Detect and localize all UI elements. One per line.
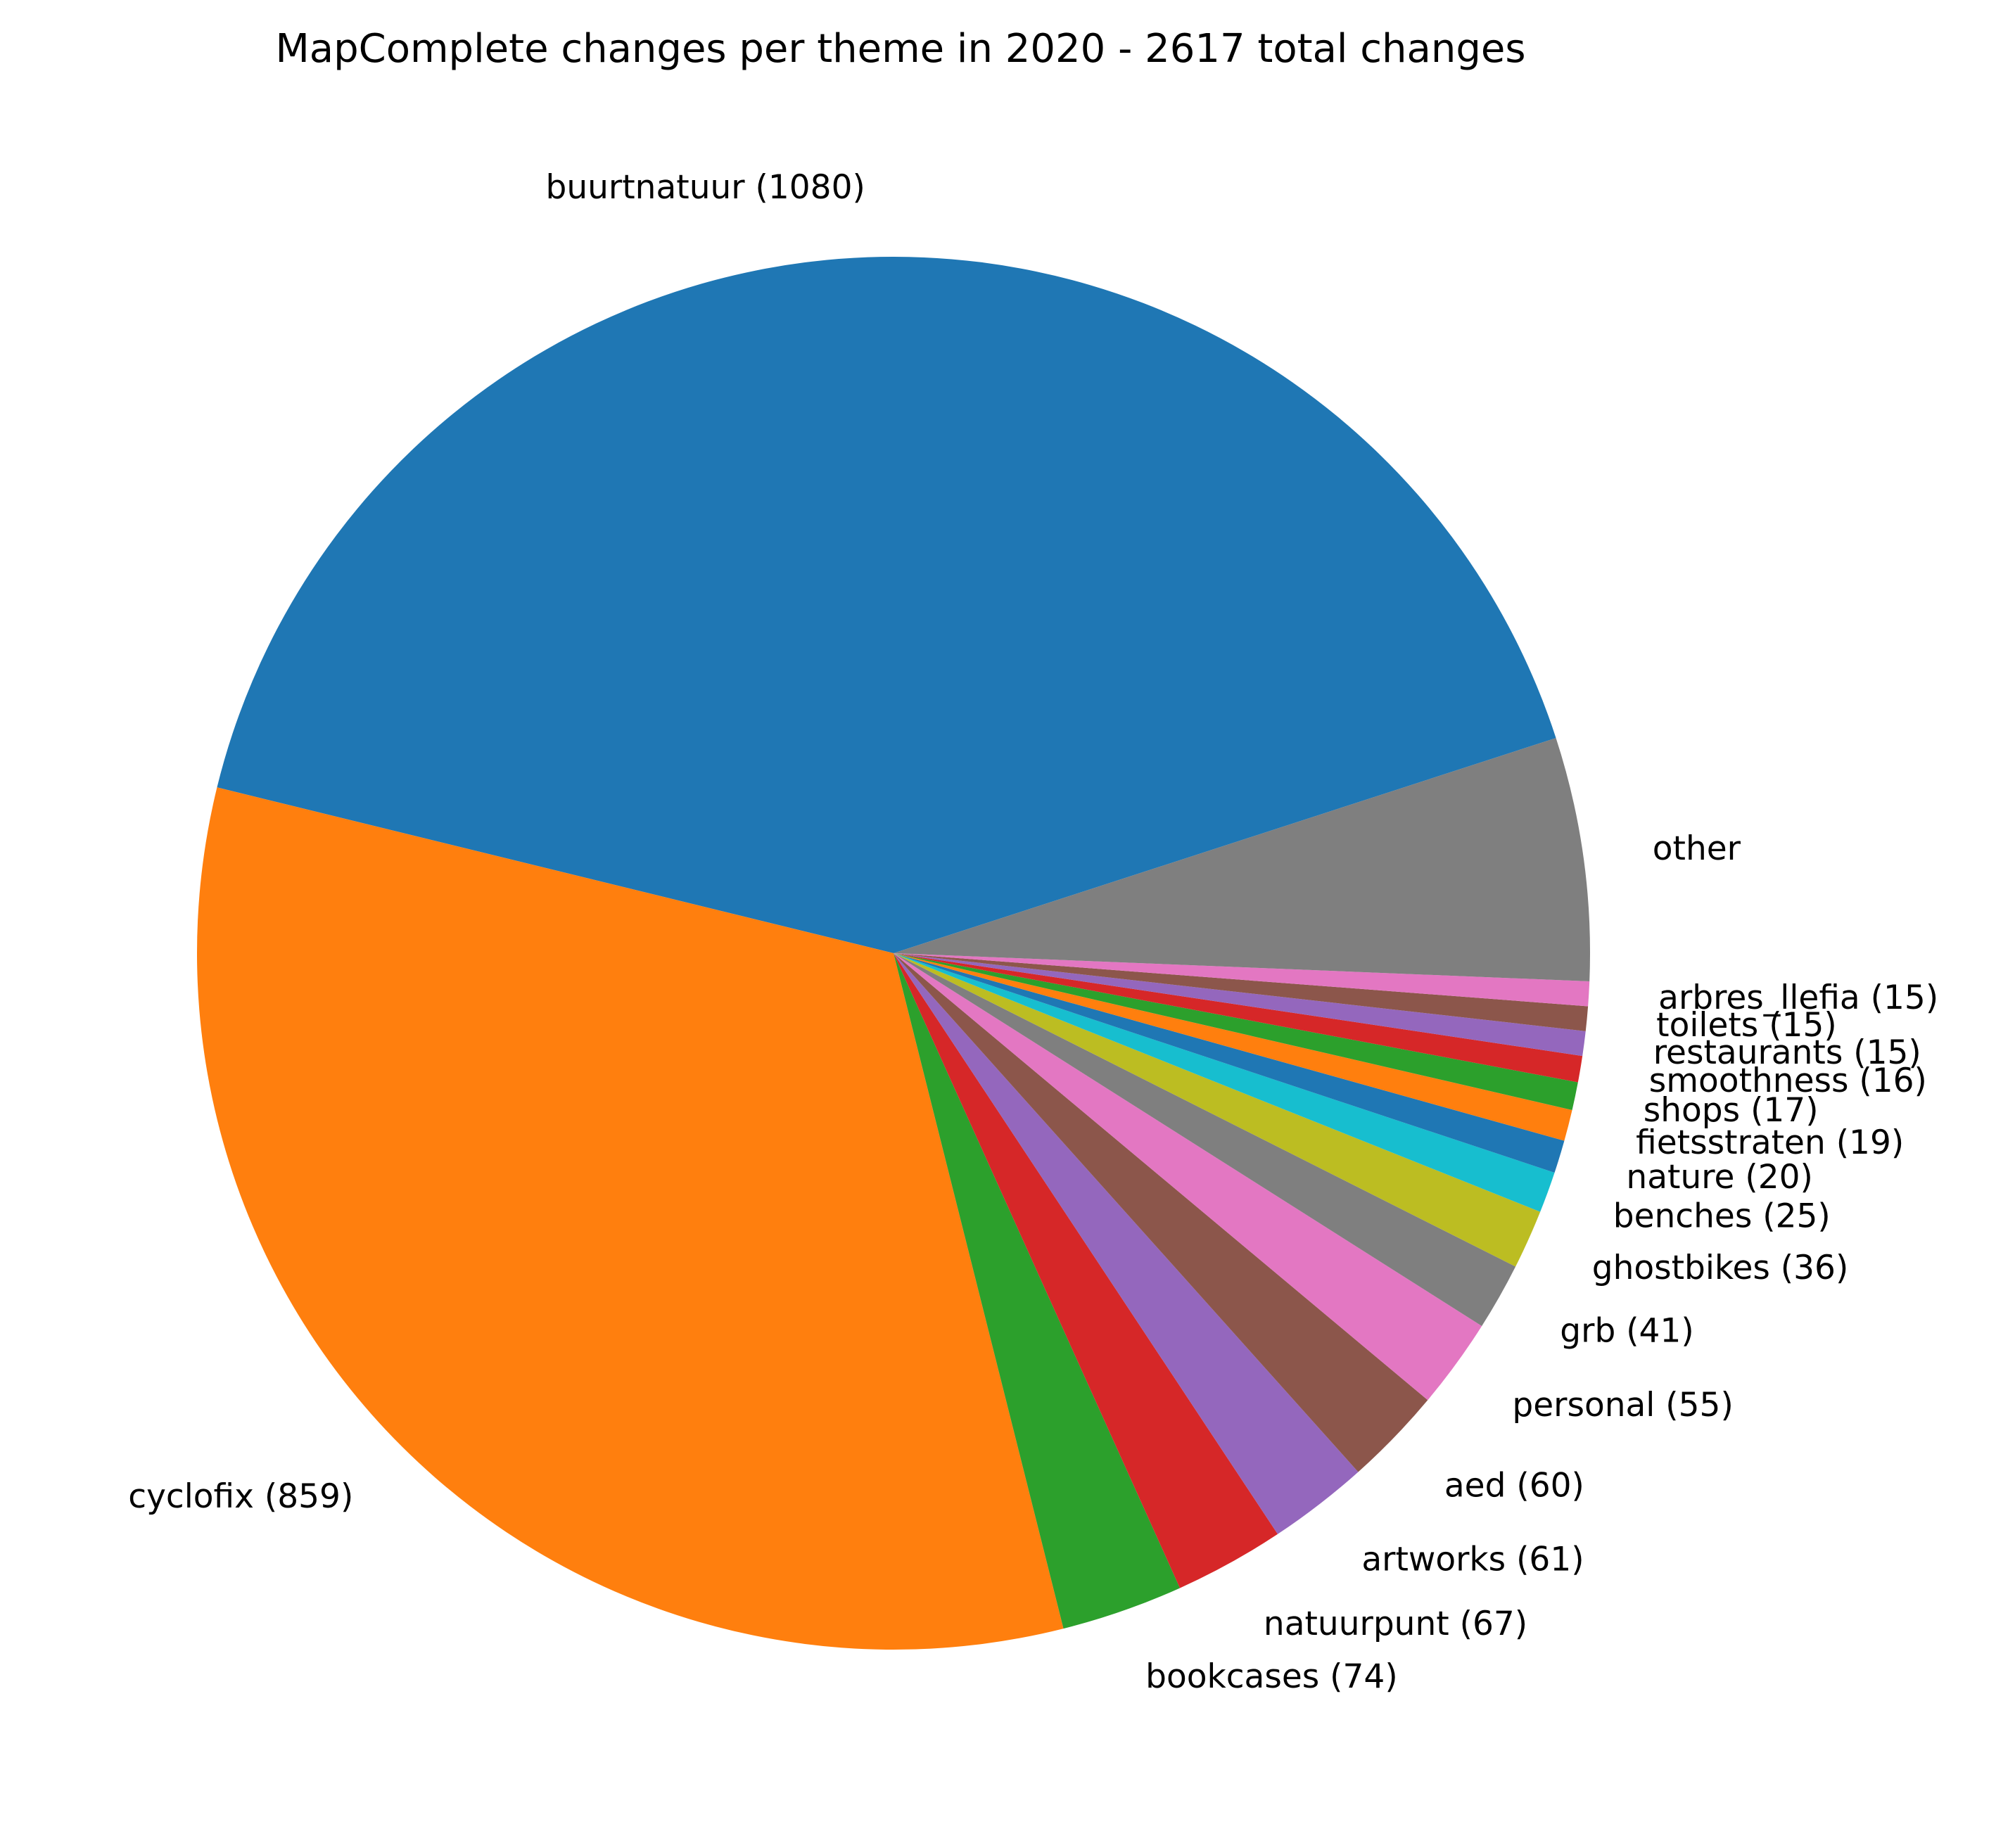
pie-slice-buurtnatuur: [217, 256, 1556, 953]
pie-label-grb: grb (41): [1560, 1312, 1693, 1351]
pie-label-personal: personal (55): [1512, 1386, 1733, 1425]
pie-slice-arbres-llefia: [894, 953, 1590, 1007]
chart-title: MapComplete changes per theme in 2020 - …: [275, 26, 1525, 72]
pie-label-other: other: [1653, 829, 1741, 868]
pie-slice-personal: [894, 953, 1482, 1401]
pie-slice-nature: [894, 953, 1565, 1173]
pie-label-arbres-llefia: arbres_llefia (15): [1658, 979, 1938, 1017]
pie-slices: [196, 256, 1590, 1650]
pie-slice-artworks: [894, 953, 1359, 1534]
pie-label-benches: benches (25): [1613, 1197, 1831, 1236]
pie-slice-toilets: [894, 953, 1589, 1031]
pie-slice-benches: [894, 953, 1555, 1212]
pie-slice-other: [894, 738, 1590, 981]
pie-slice-fietsstraten: [894, 953, 1572, 1141]
pie-slice-grb: [894, 953, 1516, 1327]
pie-slice-natuurpunt: [894, 953, 1278, 1588]
pie-slice-restaurants: [894, 953, 1586, 1057]
pie-label-shops: shops (17): [1644, 1091, 1819, 1130]
pie-label-cyclofix: cyclofix (859): [128, 1477, 353, 1516]
pie-label-natuurpunt: natuurpunt (67): [1264, 1605, 1527, 1643]
pie-label-ghostbikes: ghostbikes (36): [1592, 1249, 1849, 1287]
pie-slice-ghostbikes: [894, 953, 1541, 1267]
pie-slice-bookcases: [894, 953, 1181, 1629]
pie-label-artworks: artworks (61): [1361, 1541, 1584, 1579]
pie-labels: buurtnatuur (1080) cyclofix (859) bookcase…: [128, 168, 1938, 1696]
pie-slice-smoothness: [894, 953, 1583, 1083]
pie-label-aed: aed (60): [1444, 1466, 1584, 1505]
pie-slice-aed: [894, 953, 1428, 1472]
pie-label-nature: nature (20): [1626, 1158, 1812, 1197]
pie-label-smoothness: smoothness (16): [1649, 1062, 1927, 1100]
pie-label-buurtnatuur: buurtnatuur (1080): [546, 168, 865, 207]
pie-slice-shops: [894, 953, 1578, 1110]
pie-slice-cyclofix: [196, 787, 1064, 1650]
pie-label-restaurants: restaurants (15): [1653, 1033, 1921, 1072]
pie-label-fietsstraten: fietsstraten (19): [1636, 1123, 1904, 1162]
pie-label-toilets: toilets (15): [1656, 1006, 1837, 1045]
pie-label-bookcases: bookcases (74): [1145, 1657, 1398, 1696]
